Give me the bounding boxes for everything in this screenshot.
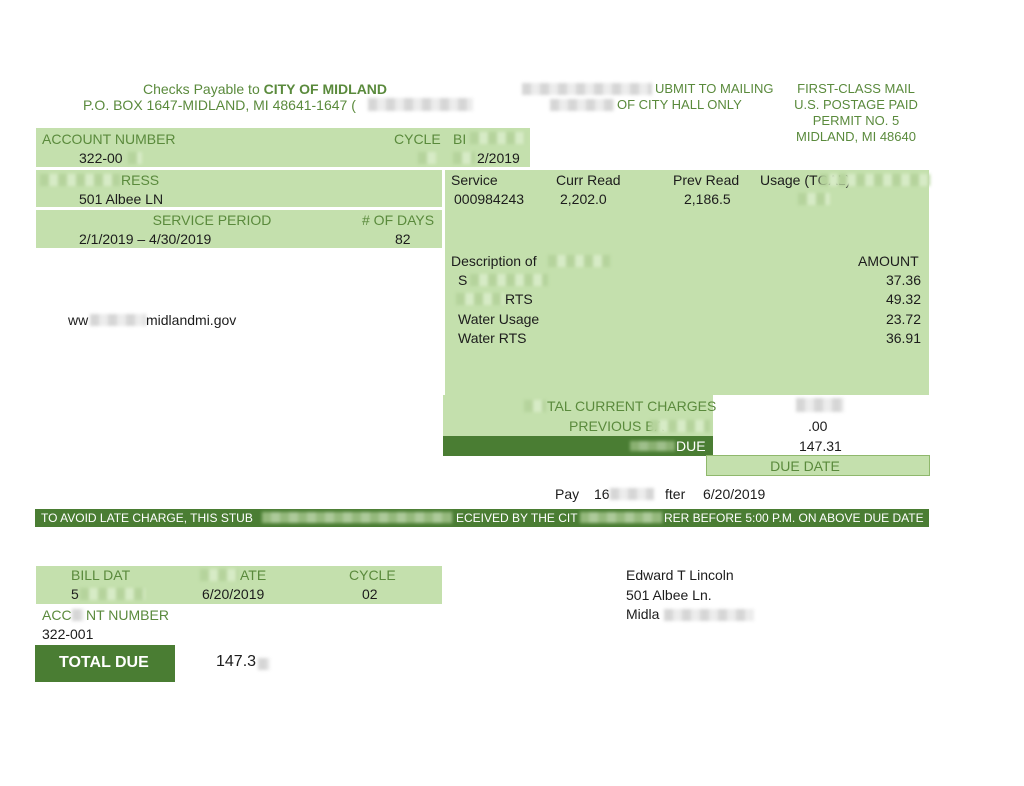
meter-prev-value: 2,186.5 [684,191,731,207]
total-due-value-top: 147.31 [799,438,842,454]
bill-date-label: BI [453,131,467,147]
postage-line-1: FIRST-CLASS MAIL [797,81,915,96]
payable-prefix: Checks Payable to [143,81,260,97]
redacted-current-total-value [796,398,844,412]
service-address-value: 501 Albee LN [79,191,164,207]
stub-bill-date-label: BILL DAT [71,567,131,583]
pay-amount: 16 [594,486,610,502]
stub-total-due-box: TOTAL DUE [35,645,175,682]
redacted-late-notice-2 [580,512,662,523]
redacted-bill-date-prefix [453,152,475,164]
charge-amount-4: 36.91 [885,330,921,346]
meter-header-curr: Curr Read [556,172,621,188]
account-band [36,128,530,167]
redacted-total-current-prefix [524,400,546,412]
charge-amount-3: 23.72 [885,311,921,327]
charge-label-3: Water Usage [458,311,540,327]
redacted-usage-value [798,193,830,205]
total-due-label-top: DUE [676,438,706,454]
redacted-mailing-prefix [522,83,652,95]
pay-after-date: 6/20/2019 [703,486,766,502]
previous-balance-label: PREVIOUS BA [569,418,664,434]
redacted-service-address-label [40,174,120,186]
redacted-recipient-city [664,609,754,621]
due-date-band [706,455,930,476]
total-current-label: TAL CURRENT CHARGES [547,398,717,414]
redacted-late-notice-1 [262,512,452,523]
service-period-band [36,210,442,248]
redacted-stub-account-label [72,609,84,621]
mailing-line-1: UBMIT TO MAILING [655,81,774,96]
bill-date-value: 2/2019 [477,150,520,166]
redacted-mailing-prefix-2 [550,99,614,111]
recipient-name: Edward T Lincoln [626,567,734,583]
service-period-value: 2/1/2019 – 4/30/2019 [79,231,212,247]
payable-line: Checks Payable to CITY OF MIDLAND [143,81,387,97]
cycle-label: CYCLE [394,131,441,147]
meter-header-service: Service [451,172,498,188]
recipient-city: Midla [626,606,660,622]
stub-cycle-label: CYCLE [349,567,396,583]
service-period-label: SERVICE PERIOD [152,212,272,228]
payable-name: CITY OF MIDLAND [263,81,388,97]
postage-line-4: MIDLAND, MI 48640 [796,129,916,144]
stub-due-date-value: 6/20/2019 [202,586,265,602]
stub-total-due-value: 147.3 [216,653,257,670]
redacted-previous-balance [650,420,710,432]
charges-desc-header: Description of [451,253,537,269]
redacted-stub-due-label [200,569,238,581]
charge-label-4: Water RTS [458,330,527,346]
service-address-label: RESS [121,172,160,188]
late-notice-bar [35,509,929,527]
redacted-po-box-phone [368,98,473,111]
stub-account-label-b: NT NUMBER [86,607,169,623]
pay-after-label: fter [665,486,686,502]
redacted-account-suffix [128,152,142,164]
redacted-stub-total-due [258,658,270,670]
days-label: # OF DAYS [362,212,435,228]
stub-bill-date-value: 5 [71,586,79,602]
po-box: P.O. BOX 1647-MIDLAND, MI 48641-1647 ( [83,97,356,113]
redacted-website [90,314,146,326]
stub-due-date-label: ATE [240,567,267,583]
late-notice-part-2: ECEIVED BY THE CIT [456,511,578,525]
account-number-value: 322-00 [79,150,123,166]
postage-line-3: PERMIT NO. 5 [812,113,900,128]
redacted-desc-header [548,255,610,267]
stub-total-due-label: TOTAL DUE [59,654,149,671]
redacted-usage-header [820,174,930,186]
previous-balance-value: .00 [808,418,828,434]
meter-header-prev: Prev Read [673,172,740,188]
redacted-bill-date-label [470,132,525,144]
charge-amount-2: 49.32 [885,291,921,307]
mailing-line-2: OF CITY HALL ONLY [617,97,742,112]
stub-account-value: 322-001 [42,626,94,642]
meter-service-value: 000984243 [454,191,525,207]
charge-amount-1: 37.36 [885,272,921,288]
stub-cycle-value: 02 [362,586,378,602]
charge-label-1: S [458,272,468,288]
website-suffix: midlandmi.gov [146,312,237,328]
redacted-cycle-value [418,152,436,164]
redacted-pay-amount [610,488,654,500]
pay-label: Pay [555,486,580,502]
redacted-stub-bill-date [80,588,145,600]
redacted-charge-label-2 [456,293,504,305]
website-prefix: ww [68,312,89,328]
charge-label-2: RTS [505,291,533,307]
late-notice-part-1: TO AVOID LATE CHARGE, THIS STUB [41,511,253,525]
stub-account-label-a: ACC [42,607,72,623]
postage-indicia: FIRST-CLASS MAIL U.S. POSTAGE PAID PERMI… [788,81,924,145]
meter-curr-value: 2,202.0 [560,191,607,207]
redacted-total-due-label [630,441,675,451]
due-date-label: DUE DATE [770,458,840,474]
days-value: 82 [395,231,411,247]
recipient-street: 501 Albee Ln. [626,587,712,603]
charges-amount-header: AMOUNT [858,253,919,269]
postage-line-2: U.S. POSTAGE PAID [794,97,918,112]
late-notice-part-3: RER BEFORE 5:00 P.M. ON ABOVE DUE DATE [664,511,924,525]
redacted-charge-label-1 [470,274,548,286]
account-number-label: ACCOUNT NUMBER [42,131,176,147]
